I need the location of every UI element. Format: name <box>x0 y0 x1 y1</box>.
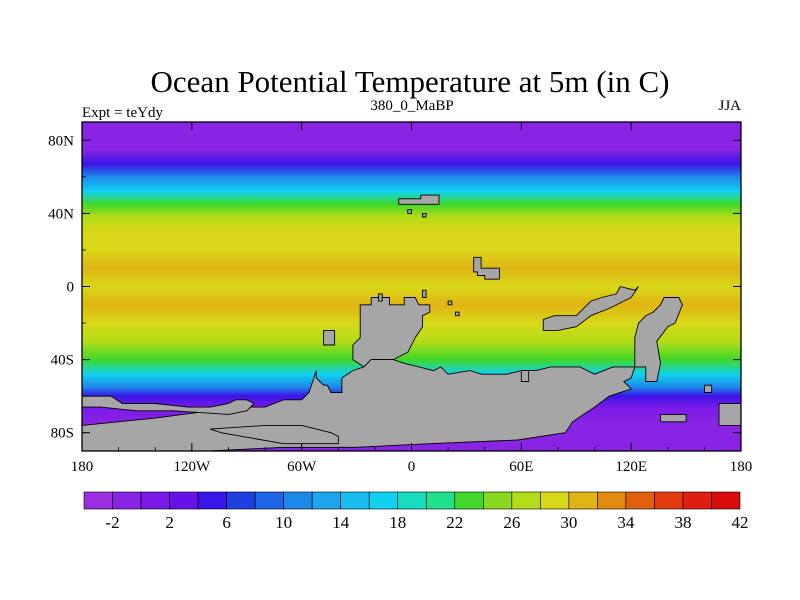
colorbar-swatch <box>283 491 313 510</box>
x-tick-label: 60W <box>287 459 317 475</box>
x-tick-label: 180 <box>730 459 753 475</box>
colorbar-label: 38 <box>674 513 691 532</box>
colorbar-label: 6 <box>222 513 231 532</box>
land-mask-layer <box>82 194 741 451</box>
colorbar-label: 26 <box>503 513 520 532</box>
colorbar-swatch <box>311 491 341 510</box>
land-mask <box>398 194 440 205</box>
colorbar-label: 18 <box>389 513 406 532</box>
land-mask <box>454 311 460 317</box>
colorbar-swatch <box>711 491 741 510</box>
colorbar-swatch <box>425 491 456 510</box>
land-mask <box>542 285 639 331</box>
colorbar-label: 22 <box>446 513 463 532</box>
colorbar-swatch <box>169 491 199 510</box>
land-mask <box>352 297 431 368</box>
land-mask <box>422 212 427 218</box>
land-mask <box>473 256 500 280</box>
season-label: JJA <box>718 98 741 114</box>
land-mask <box>323 329 336 346</box>
period-label: 380_0_MaBP <box>370 98 453 114</box>
x-tick-label: 120W <box>173 459 211 475</box>
land-mask <box>718 403 741 426</box>
land-mask <box>520 370 530 382</box>
y-tick-label: 0 <box>67 280 75 296</box>
x-tick-label: 60E <box>509 459 533 475</box>
y-tick-label: 40N <box>48 206 74 222</box>
colorbar-swatch <box>540 491 570 510</box>
colorbar-swatch <box>140 491 170 510</box>
land-mask <box>378 293 383 302</box>
temperature-map: 180 120W 60W 0 60E 120E 180 80N 40N 0 40S 80S <box>48 121 753 475</box>
colorbar-swatch <box>454 491 484 510</box>
land-mask <box>209 424 339 445</box>
land-mask <box>703 384 713 393</box>
colorbar-swatch <box>568 491 598 510</box>
land-mask <box>422 289 427 298</box>
colorbar-swatch <box>83 491 113 510</box>
colorbar-swatch <box>368 491 399 510</box>
colorbar-swatch <box>112 491 142 510</box>
colorbar-label: 34 <box>617 513 635 532</box>
land-mask <box>407 209 412 214</box>
colorbar-label: 2 <box>165 513 174 532</box>
colorbar-swatch <box>682 491 712 510</box>
colorbar-swatch <box>197 491 227 510</box>
colorbar-swatch <box>654 491 684 510</box>
colorbar-swatch <box>340 491 370 510</box>
chart-title: Ocean Potential Temperature at 5m (in C) <box>151 64 670 99</box>
colorbar-swatch <box>625 491 655 510</box>
colorbar-swatch <box>597 491 627 510</box>
x-tick-label: 120E <box>615 459 647 475</box>
latitude-axis: 80N 40N 0 40S 80S <box>48 133 741 442</box>
land-mask <box>447 300 453 306</box>
colorbar-swatch <box>397 491 427 510</box>
longitude-axis: 180 120W 60W 0 60E 120E 180 <box>71 122 753 475</box>
colorbar-label: 14 <box>332 513 350 532</box>
experiment-label: Expt = teYdy <box>82 105 163 121</box>
colorbar-label: -2 <box>105 513 119 532</box>
land-mask <box>82 395 255 415</box>
colorbar-label: 42 <box>732 513 749 532</box>
colorbar-swatch <box>254 491 284 510</box>
colorbar-swatch <box>226 491 256 510</box>
y-tick-label: 80S <box>51 426 74 442</box>
colorbar-swatch <box>511 491 541 510</box>
colorbar: -2 2 6 10 14 18 22 26 30 34 38 42 <box>83 491 749 532</box>
land-mask <box>660 413 687 423</box>
y-tick-label: 80N <box>48 133 74 149</box>
colorbar-label: 10 <box>275 513 292 532</box>
colorbar-label: 30 <box>560 513 577 532</box>
x-tick-label: 0 <box>408 459 416 475</box>
y-tick-label: 40S <box>51 353 74 369</box>
x-tick-label: 180 <box>71 459 94 475</box>
colorbar-swatch <box>483 491 513 510</box>
